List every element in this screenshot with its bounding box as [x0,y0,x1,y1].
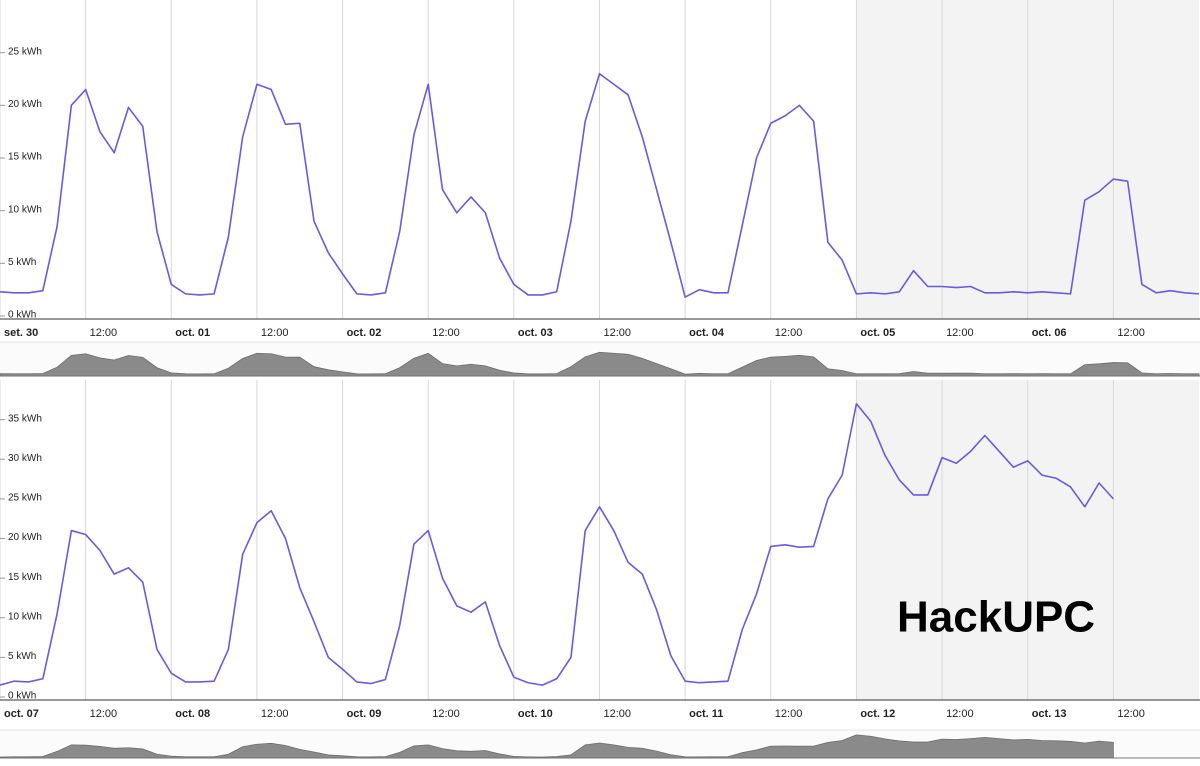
x-tick-label: oct. 09 [347,708,382,720]
x-tick-label: 12:00 [261,708,289,720]
y-tick-label: 25 kWh [8,46,42,57]
y-tick-label: 20 kWh [8,99,42,110]
y-tick-label: 25 kWh [8,493,42,504]
x-tick-label: 12:00 [432,327,460,339]
x-tick-label: 12:00 [90,708,118,720]
x-tick-label: oct. 08 [175,708,210,720]
x-tick-label: 12:00 [604,327,632,339]
x-tick-label: oct. 05 [860,327,895,339]
x-tick-label: oct. 04 [689,327,725,339]
y-tick-label: 15 kWh [8,572,42,583]
x-tick-label: oct. 11 [689,708,723,720]
annotation: HackUPC [897,593,1095,642]
x-tick-label: 12:00 [1117,708,1145,720]
x-tick-label: oct. 06 [1032,327,1067,339]
x-tick-label: oct. 01 [175,327,210,339]
x-tick-label: oct. 03 [518,327,553,339]
y-tick-label: 20 kWh [8,532,42,543]
y-tick-label: 15 kWh [8,152,42,163]
x-tick-label: 12:00 [946,708,974,720]
x-tick-label: 12:00 [1117,327,1145,339]
x-tick-label: 12:00 [775,708,803,720]
x-tick-label: oct. 02 [347,327,382,339]
x-tick-label: 12:00 [261,327,289,339]
y-tick-label: 10 kWh [8,204,42,215]
y-tick-label: 0 kWh [8,310,36,321]
x-tick-label: 12:00 [946,327,974,339]
x-tick-label: 12:00 [90,327,118,339]
y-tick-label: 30 kWh [8,453,42,464]
x-tick-label: 12:00 [775,327,803,339]
x-tick-label: 12:00 [432,708,460,720]
navigator-area [0,734,1114,759]
x-tick-label: oct. 13 [1032,708,1067,720]
y-tick-label: 10 kWh [8,611,42,622]
x-tick-label: 12:00 [604,708,632,720]
y-tick-label: 5 kWh [8,651,36,662]
data-line [0,402,1114,686]
x-tick-label: set. 30 [4,327,38,339]
x-tick-label: oct. 10 [518,708,553,720]
x-tick-label: oct. 12 [860,708,895,720]
y-tick-label: 35 kWh [8,413,42,424]
x-tick-label: oct. 07 [4,708,39,720]
data-line [0,72,1200,298]
y-tick-label: 5 kWh [8,257,36,268]
y-tick-label: 0 kWh [8,691,36,702]
navigator-area [0,351,1200,377]
